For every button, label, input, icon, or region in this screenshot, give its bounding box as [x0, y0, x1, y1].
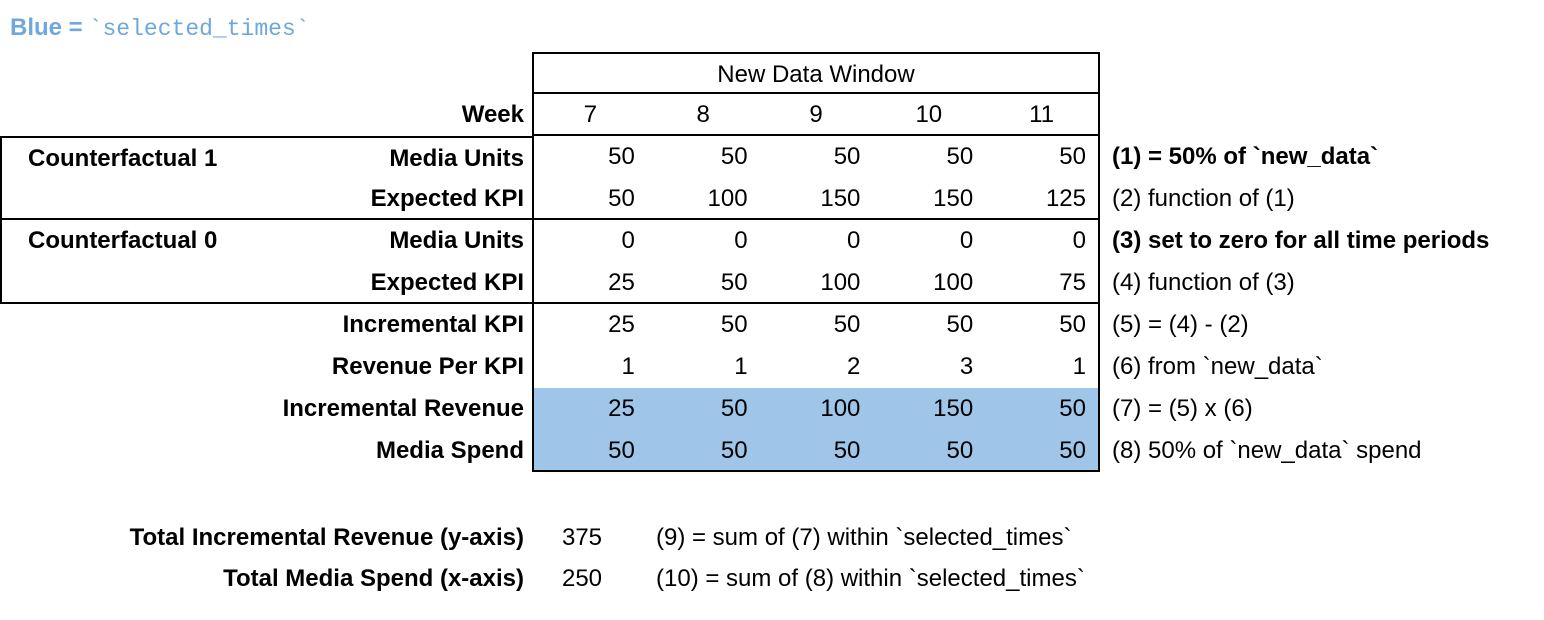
- cell: 2: [847, 353, 861, 380]
- summary-value: 250: [561, 565, 603, 592]
- row-incremental-kpi: Incremental KPI 25 50 50 50 50 (5) = (4)…: [0, 304, 1544, 346]
- cell: 125: [1045, 185, 1086, 212]
- new-data-window-header: New Data Window: [717, 61, 915, 88]
- row-label: Expected KPI: [370, 269, 524, 296]
- row-note: (3) set to zero for all time periods: [1112, 227, 1490, 254]
- cell: 1: [734, 353, 748, 380]
- cell: 50: [608, 143, 635, 170]
- cell: 100: [933, 269, 974, 296]
- cell: 50: [946, 311, 974, 338]
- row-label: Media Units: [389, 227, 524, 254]
- row-incremental-revenue: Incremental Revenue 25 50 100 150 50 (7)…: [0, 388, 1544, 430]
- cell: 50: [720, 311, 748, 338]
- cell: 1: [621, 353, 635, 380]
- cell: 50: [1059, 311, 1086, 338]
- table-header-row: New Data Window: [0, 52, 1544, 94]
- cell: 3: [959, 353, 974, 380]
- row-label: Media Spend: [375, 437, 524, 464]
- cell: 150: [933, 395, 974, 422]
- legend: Blue = `selected_times`: [10, 14, 310, 42]
- cell: 0: [1072, 227, 1086, 254]
- cell: 100: [707, 185, 748, 212]
- header-label-spacer: [0, 52, 532, 94]
- cell: 50: [946, 437, 974, 464]
- row-note: (2) function of (1): [1112, 185, 1295, 212]
- summary-label: Total Incremental Revenue (y-axis): [129, 524, 524, 551]
- summary-row-total-media-spend: Total Media Spend (x-axis) 250 (10) = su…: [0, 558, 1544, 599]
- row-note: (5) = (4) - (2): [1112, 311, 1249, 338]
- row-label: Revenue Per KPI: [331, 353, 524, 380]
- row-label: Media Units: [389, 145, 524, 172]
- row-note: (6) from `new_data`: [1112, 353, 1323, 380]
- cell: 50: [833, 143, 861, 170]
- cell: 50: [720, 437, 748, 464]
- row-note: (7) = (5) x (6): [1112, 395, 1253, 422]
- cell: 50: [1059, 143, 1086, 170]
- row-note: (8) 50% of `new_data` spend: [1112, 437, 1422, 464]
- row-label: Incremental Revenue: [282, 395, 524, 422]
- cell: 50: [946, 143, 974, 170]
- cell: 50: [1059, 437, 1086, 464]
- row-cf1-expected-kpi: Expected KPI 50 100 150 150 125 (2) func…: [0, 178, 1544, 220]
- cell: 75: [1059, 269, 1086, 296]
- row-cf1-media-units: Counterfactual 1 Media Units 50 50 50 50…: [0, 136, 1544, 178]
- cell: 25: [608, 311, 635, 338]
- cell: 100: [820, 395, 861, 422]
- week-11: 11: [1029, 101, 1055, 128]
- totals-summary: Total Incremental Revenue (y-axis) 375 (…: [0, 517, 1544, 599]
- week-label: Week: [461, 101, 524, 128]
- week-10: 10: [915, 101, 943, 128]
- group-counterfactual-1: Counterfactual 1: [28, 145, 218, 172]
- row-label: Incremental KPI: [342, 311, 524, 338]
- cell: 100: [820, 269, 861, 296]
- week-row: Week 7 8 9 10 11: [0, 94, 1544, 136]
- cell: 50: [833, 311, 861, 338]
- cell: 0: [621, 227, 635, 254]
- cell: 25: [608, 395, 635, 422]
- new-data-window-header-cell: New Data Window: [532, 52, 1100, 94]
- row-label: Expected KPI: [370, 185, 524, 212]
- cell: 50: [1059, 395, 1086, 422]
- summary-row-total-incremental-revenue: Total Incremental Revenue (y-axis) 375 (…: [0, 517, 1544, 558]
- week-9: 9: [809, 101, 823, 128]
- cell: 0: [847, 227, 861, 254]
- row-note: (4) function of (3): [1112, 269, 1295, 296]
- highlighted-cells: 50 50 50 50 50: [532, 430, 1100, 472]
- cell: 50: [608, 437, 635, 464]
- cell: 0: [734, 227, 748, 254]
- row-cf0-expected-kpi: Expected KPI 25 50 100 100 75 (4) functi…: [0, 262, 1544, 304]
- summary-label: Total Media Spend (x-axis): [223, 565, 524, 592]
- summary-value: 375: [561, 524, 603, 551]
- summary-note: (10) = sum of (8) within `selected_times…: [656, 565, 1085, 592]
- summary-note: (9) = sum of (7) within `selected_times`: [656, 524, 1072, 551]
- cell: 0: [959, 227, 974, 254]
- cell: 50: [720, 269, 748, 296]
- highlighted-cells: 25 50 100 150 50: [532, 388, 1100, 430]
- week-7: 7: [583, 101, 598, 128]
- cell: 25: [608, 269, 635, 296]
- row-revenue-per-kpi: Revenue Per KPI 1 1 2 3 1 (6) from `new_…: [0, 346, 1544, 388]
- group-counterfactual-0: Counterfactual 0: [28, 227, 218, 254]
- row-note: (1) = 50% of `new_data`: [1112, 143, 1379, 170]
- counterfactual-table: New Data Window Week 7 8 9 10 11 Counter…: [0, 52, 1544, 472]
- cell: 1: [1072, 353, 1086, 380]
- cell: 50: [833, 437, 861, 464]
- row-cf0-media-units: Counterfactual 0 Media Units 0 0 0 0 0 (…: [0, 220, 1544, 262]
- week-8: 8: [696, 101, 710, 128]
- cell: 50: [720, 395, 748, 422]
- cell: 150: [933, 185, 974, 212]
- row-media-spend: Media Spend 50 50 50 50 50 (8) 50% of `n…: [0, 430, 1544, 472]
- legend-selected-times-code: `selected_times`: [88, 16, 310, 42]
- cell: 50: [608, 185, 635, 212]
- cell: 50: [720, 143, 748, 170]
- legend-blue-label: Blue =: [10, 14, 83, 41]
- cell: 150: [820, 185, 861, 212]
